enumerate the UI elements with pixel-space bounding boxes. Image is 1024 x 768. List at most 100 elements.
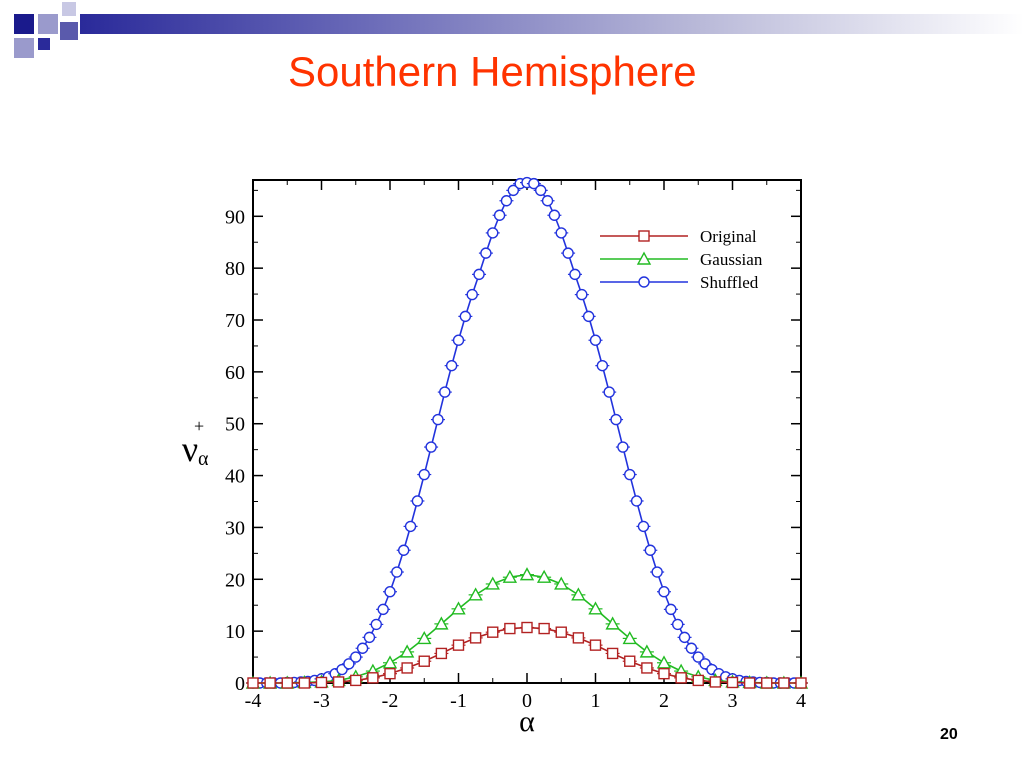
data-point-original	[401, 662, 413, 674]
y-tick-label: 70	[225, 310, 245, 332]
data-point-shuffled	[630, 495, 643, 507]
data-point-original	[281, 677, 293, 689]
data-point-original	[555, 626, 567, 638]
data-point-shuffled	[493, 209, 506, 221]
data-point-shuffled	[404, 520, 417, 533]
y-tick-label: 90	[225, 206, 245, 228]
legend-marker-original	[638, 230, 650, 242]
data-point-original	[298, 677, 311, 689]
data-point-original	[469, 632, 482, 644]
y-tick-label: 40	[225, 466, 245, 488]
legend-label-original: Original	[700, 227, 757, 246]
data-point-shuffled	[548, 209, 561, 221]
data-point-shuffled	[658, 586, 670, 598]
data-point-original	[692, 674, 704, 687]
data-point-shuffled	[487, 227, 499, 239]
data-point-shuffled	[439, 386, 451, 398]
data-point-shuffled	[576, 288, 588, 301]
data-point-shuffled	[569, 268, 581, 281]
data-point-original	[795, 677, 807, 689]
data-point-gaussian	[382, 655, 398, 669]
y-tick-label: 10	[225, 621, 245, 643]
data-point-gaussian	[588, 601, 603, 615]
series-original	[246, 621, 808, 689]
decoration-square	[38, 14, 58, 34]
data-point-gaussian	[554, 576, 569, 590]
data-point-original	[315, 676, 328, 689]
x-tick-label: 3	[728, 690, 738, 712]
data-point-shuffled	[507, 184, 519, 197]
data-point-shuffled	[363, 631, 376, 644]
data-point-shuffled	[384, 586, 396, 598]
data-point-shuffled	[466, 288, 478, 301]
data-point-original	[606, 647, 619, 660]
data-point-original	[264, 677, 276, 689]
y-tick-label: 60	[225, 362, 245, 384]
data-point-shuffled	[610, 413, 622, 426]
decoration-square	[60, 22, 78, 40]
data-point-original	[487, 626, 499, 638]
data-point-original	[726, 676, 739, 689]
data-point-gaussian	[485, 576, 500, 590]
x-tick-label: 2	[659, 690, 669, 712]
data-point-original	[332, 676, 345, 688]
data-point-gaussian	[451, 601, 466, 615]
data-point-shuffled	[343, 658, 355, 670]
legend-marker-shuffled	[638, 276, 650, 288]
data-point-shuffled	[473, 268, 485, 281]
decoration-square	[62, 2, 76, 16]
y-tick-label: 50	[225, 414, 245, 436]
data-point-shuffled	[617, 441, 629, 453]
decoration-square	[14, 14, 34, 34]
header-decoration-bar	[80, 14, 1024, 34]
data-point-shuffled	[624, 468, 636, 481]
data-point-original	[435, 647, 448, 660]
y-tick-label: 30	[225, 517, 245, 539]
data-point-original	[504, 622, 516, 635]
y-axis-label: ν	[182, 429, 198, 469]
x-tick-label: 4	[796, 690, 806, 712]
series-layer	[245, 176, 809, 689]
data-point-original	[418, 655, 430, 667]
data-point-gaussian	[468, 587, 483, 601]
data-point-original	[247, 677, 259, 689]
data-point-original	[589, 639, 602, 651]
data-point-shuffled	[500, 195, 513, 207]
data-point-shuffled	[535, 184, 547, 197]
data-point-shuffled	[391, 566, 403, 578]
y-tick-label: 0	[235, 673, 245, 695]
data-point-shuffled	[637, 520, 650, 533]
data-point-original	[624, 655, 636, 667]
data-point-shuffled	[665, 603, 677, 616]
data-point-original	[709, 676, 722, 688]
data-point-shuffled	[644, 544, 656, 556]
data-point-original	[384, 667, 396, 680]
data-point-shuffled	[480, 247, 492, 259]
data-point-original	[350, 674, 362, 687]
data-point-shuffled	[411, 495, 424, 507]
data-point-shuffled	[541, 195, 554, 207]
data-point-shuffled	[555, 227, 567, 239]
data-point-original	[641, 662, 653, 674]
data-point-gaussian	[434, 616, 449, 630]
y-axis-label-superscript: +	[194, 416, 204, 436]
data-point-original	[367, 672, 379, 684]
data-point-shuffled	[377, 603, 389, 616]
legend-label-shuffled: Shuffled	[700, 273, 759, 292]
data-point-shuffled	[562, 247, 574, 259]
data-point-shuffled	[603, 386, 615, 398]
x-tick-label: -1	[450, 690, 467, 712]
data-point-shuffled	[582, 310, 595, 323]
decoration-square	[38, 38, 50, 50]
legend-marker-gaussian	[636, 251, 652, 265]
data-point-gaussian	[622, 630, 637, 645]
data-point-shuffled	[452, 334, 465, 346]
decoration-square	[14, 38, 34, 58]
y-axis-label-subscript: α	[198, 448, 209, 470]
data-point-gaussian	[605, 616, 620, 630]
y-tick-label: 20	[225, 569, 245, 591]
data-point-gaussian	[571, 587, 586, 601]
data-point-shuffled	[350, 651, 362, 663]
